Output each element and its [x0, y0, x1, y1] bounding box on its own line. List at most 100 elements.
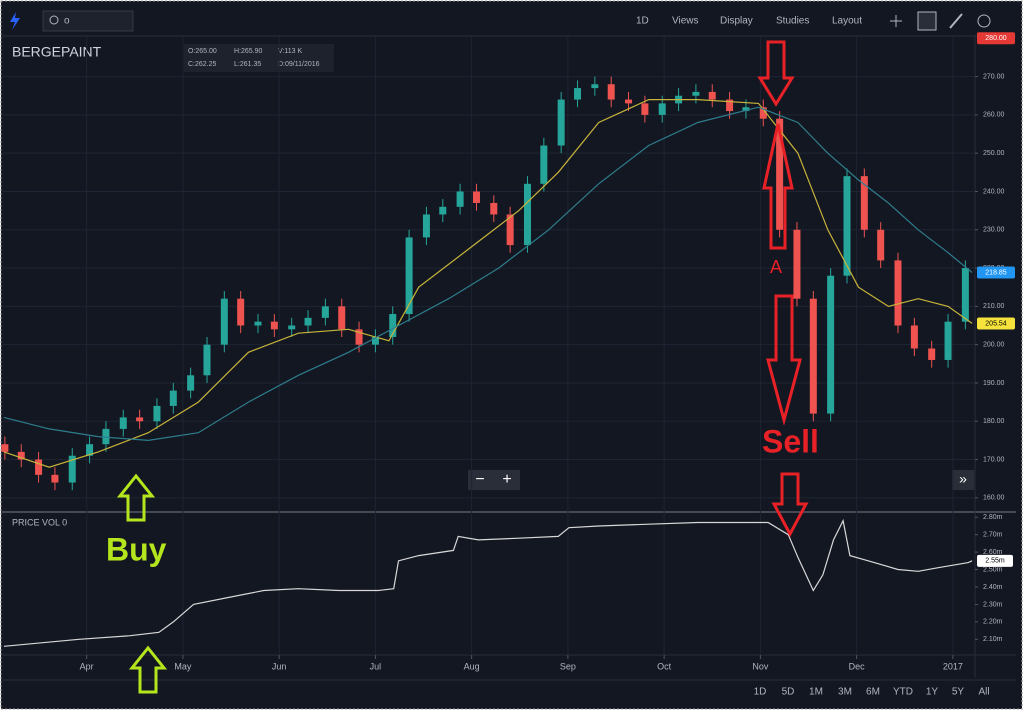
- menu-item[interactable]: Views: [672, 16, 699, 27]
- zoom-control: [468, 470, 520, 490]
- candle-body: [523, 183, 531, 246]
- y-tick-label: 270.00: [983, 73, 1005, 80]
- candle-body: [304, 317, 312, 326]
- candle-body: [557, 99, 565, 146]
- candle-body: [658, 103, 666, 115]
- candle-body: [540, 145, 548, 184]
- buy-label: Buy: [106, 531, 167, 567]
- y-tick-label: 2.30m: [983, 601, 1003, 608]
- logo[interactable]: [10, 12, 20, 30]
- crosshair-button[interactable]: [890, 15, 902, 27]
- search-box[interactable]: [42, 10, 134, 32]
- candle-body: [742, 107, 750, 112]
- y-tick-label: 2.40m: [983, 584, 1003, 591]
- range-button[interactable]: All: [978, 687, 989, 698]
- scroll-label: »: [959, 471, 967, 487]
- zoom-out[interactable]: −: [475, 471, 484, 488]
- candle-body: [220, 298, 228, 345]
- candle-body: [928, 348, 936, 360]
- candle-body: [506, 214, 514, 246]
- candle-body: [153, 405, 161, 422]
- candle-body: [371, 336, 379, 345]
- ohlc: C:262.25: [188, 61, 217, 68]
- sell-label: Sell: [762, 423, 819, 459]
- buy-arrow: [128, 645, 168, 694]
- y-tick-label: 260.00: [983, 112, 1005, 119]
- interval[interactable]: 1D: [636, 16, 649, 27]
- y-tick-label: 2.70m: [983, 532, 1003, 539]
- candle-body: [490, 202, 498, 215]
- range-button[interactable]: 5D: [782, 687, 795, 698]
- candle-body: [68, 455, 76, 483]
- menu-item[interactable]: Studies: [776, 16, 809, 27]
- candle-body: [1, 444, 9, 452]
- y-tick-label: 230.00: [983, 227, 1005, 234]
- candle-body: [708, 91, 716, 100]
- comment-button[interactable]: [917, 11, 937, 31]
- price-label-bg: [977, 266, 1015, 279]
- search-icon: [49, 15, 59, 25]
- y-tick-label: 160.00: [983, 495, 1005, 502]
- range-button[interactable]: 1D: [754, 687, 767, 698]
- range-button[interactable]: 1M: [809, 687, 823, 698]
- x-tick-label: Sep: [560, 661, 576, 671]
- range-button[interactable]: 5Y: [952, 687, 965, 698]
- x-tick-label: Jun: [272, 661, 287, 671]
- price-label-bg: [977, 317, 1015, 330]
- candle-body: [169, 390, 177, 406]
- plot: 160.00170.00180.00190.00200.00210.00220.…: [1, 32, 1015, 671]
- range-button[interactable]: YTD: [893, 687, 913, 698]
- candle-body: [472, 191, 480, 203]
- candle-body: [254, 321, 262, 326]
- menu-item[interactable]: Display: [720, 16, 753, 27]
- range-button[interactable]: 1Y: [926, 687, 939, 698]
- candle-body: [237, 298, 245, 326]
- range-button[interactable]: 3M: [838, 687, 852, 698]
- candle-body: [894, 260, 902, 326]
- candle-body: [338, 306, 346, 330]
- indicator-line: [3, 518, 973, 647]
- x-tick-label: 2017: [943, 661, 963, 671]
- candle-body: [422, 214, 430, 238]
- candle-body: [456, 191, 464, 207]
- ohlc: H:265.90: [234, 48, 263, 55]
- candle-body: [843, 176, 851, 276]
- x-tick-label: Nov: [752, 661, 769, 671]
- price-label: 218.85: [985, 269, 1007, 276]
- candle-body: [809, 298, 817, 414]
- y-tick-label: 190.00: [983, 380, 1005, 387]
- candle-body: [86, 444, 94, 456]
- x-tick-label: Aug: [464, 661, 480, 671]
- y-tick-label: 180.00: [983, 418, 1005, 425]
- candle-body: [793, 229, 801, 299]
- last-value-bg: [977, 554, 1013, 567]
- moving-average: [3, 99, 973, 468]
- candle-body: [574, 88, 582, 100]
- buy-arrow: [116, 473, 156, 522]
- candle-body: [860, 176, 868, 230]
- y-tick-label: 2.50m: [983, 566, 1003, 573]
- y-tick-label: 250.00: [983, 150, 1005, 157]
- candle-body: [119, 417, 127, 429]
- annotation-a: A: [770, 257, 782, 277]
- y-tick-label: 210.00: [983, 303, 1005, 310]
- candle-body: [759, 107, 767, 119]
- y-tick-label: 2.80m: [983, 514, 1003, 521]
- y-tick-label: 2.60m: [983, 549, 1003, 556]
- y-tick-label: 2.10m: [983, 636, 1003, 643]
- price-label: 205.54: [985, 320, 1007, 327]
- candle-body: [877, 229, 885, 261]
- candle-body: [439, 206, 447, 215]
- last-value: 2.55m: [985, 558, 1005, 565]
- symbol: BERGEPAINT: [12, 44, 102, 60]
- y-tick-label: 170.00: [983, 456, 1005, 463]
- scroll-button[interactable]: [952, 470, 974, 490]
- candle-body: [389, 314, 397, 337]
- menu-item[interactable]: Layout: [832, 16, 862, 27]
- range-button[interactable]: 6M: [866, 687, 880, 698]
- draw-button[interactable]: [949, 13, 963, 29]
- reset-button[interactable]: [977, 14, 991, 28]
- zoom-in[interactable]: +: [502, 471, 511, 488]
